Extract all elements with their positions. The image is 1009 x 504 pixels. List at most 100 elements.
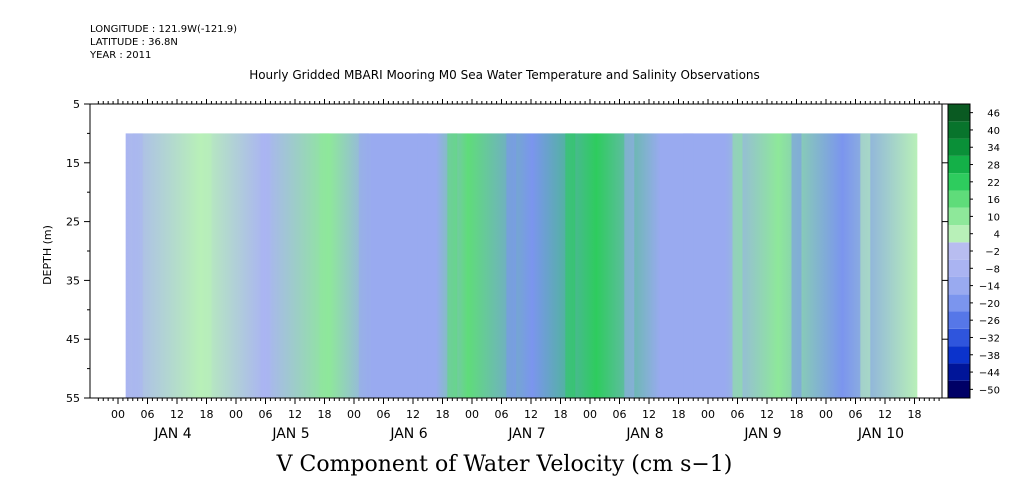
colorbar-swatch	[948, 104, 970, 122]
colorbar-label: 40	[987, 126, 1000, 137]
longitude-label: LONGITUDE : 121.9W(-121.9)	[90, 24, 237, 35]
x-day-label: JAN 9	[743, 426, 781, 442]
colorbar-label: −14	[979, 282, 1000, 293]
plot-area	[90, 104, 942, 398]
colorbar-swatch	[948, 346, 970, 364]
velocity-column-5	[417, 133, 428, 398]
colorbar-swatch	[948, 138, 970, 156]
colorbar-swatch	[948, 294, 970, 312]
x-hour-label: 18	[908, 408, 922, 421]
x-hour-label: 12	[170, 408, 184, 421]
colorbar-swatch	[948, 380, 970, 398]
colorbar-label: −8	[985, 264, 1000, 275]
colorbar-swatch	[948, 363, 970, 381]
velocity-column-10	[683, 133, 694, 398]
colorbar-label: −26	[979, 316, 1000, 327]
y-tick-label: 15	[66, 157, 80, 170]
colorbar-label: 4	[994, 230, 1000, 241]
x-hour-label: 18	[318, 408, 332, 421]
colorbar-label: −38	[979, 351, 1000, 362]
x-hour-label: 12	[524, 408, 538, 421]
y-tick-label: 45	[66, 333, 80, 346]
colorbar-label: 22	[987, 178, 1000, 189]
x-day-label: JAN 7	[507, 426, 545, 442]
velocity-column-7	[506, 133, 517, 398]
latitude-label: LATITUDE : 36.8N	[90, 37, 178, 48]
x-hour-label: 06	[377, 408, 391, 421]
colorbar-swatch	[948, 225, 970, 243]
x-day-label: JAN 8	[625, 426, 663, 442]
velocity-column-6	[447, 133, 458, 398]
x-hour-label: 18	[200, 408, 214, 421]
x-day-label: JAN 4	[153, 426, 191, 442]
colorbar-label: −50	[979, 385, 1000, 396]
colorbar-swatch	[948, 276, 970, 295]
y-tick-label: 25	[66, 216, 80, 229]
colorbar-label: 28	[987, 161, 1000, 172]
x-hour-label: 12	[642, 408, 656, 421]
velocity-column-13	[860, 133, 871, 398]
year-label: YEAR : 2011	[90, 50, 152, 61]
colorbar-swatch	[948, 259, 970, 277]
x-hour-label: 12	[878, 408, 892, 421]
colorbar-swatch	[948, 311, 970, 329]
y-tick-label: 35	[66, 274, 80, 287]
colorbar-label: −2	[985, 247, 1000, 258]
x-hour-label: 00	[701, 408, 715, 421]
velocity-column-9	[624, 133, 635, 398]
x-hour-label: 06	[259, 408, 273, 421]
x-hour-label: 00	[583, 408, 597, 421]
velocity-column-4	[358, 133, 369, 398]
velocity-column-2	[260, 133, 271, 398]
y-axis-label: DEPTH (m)	[41, 225, 54, 285]
colorbar-label: 10	[987, 212, 1000, 223]
x-hour-label: 12	[288, 408, 302, 421]
x-hour-label: 18	[790, 408, 804, 421]
axes: 5 15 25 35 45 55 00 06 12 18 00 06 12 18 00 06 12 18 00 06 1…	[66, 98, 948, 442]
y-tick-label: 5	[73, 98, 80, 111]
velocity-column-0	[132, 133, 143, 398]
x-hour-label: 06	[731, 408, 745, 421]
colorbar-swatch	[948, 242, 970, 260]
velocity-column-1	[201, 133, 212, 398]
colorbar-label: 34	[987, 143, 1000, 154]
colorbar-label: 16	[987, 195, 1000, 206]
colorbar-swatch	[948, 121, 970, 139]
x-hour-label: 00	[347, 408, 361, 421]
x-hour-label: 00	[229, 408, 243, 421]
colorbar-swatch	[948, 173, 970, 191]
x-hour-label: 12	[406, 408, 420, 421]
x-hour-label: 06	[849, 408, 863, 421]
x-day-label: JAN 5	[271, 426, 309, 442]
velocity-column-11	[732, 133, 743, 398]
colorbar-label: −44	[979, 368, 1000, 379]
colorbar-swatch	[948, 190, 970, 208]
x-hour-label: 06	[613, 408, 627, 421]
colorbar-label: −32	[979, 333, 1000, 344]
velocity-field	[125, 133, 918, 398]
x-hour-label: 06	[495, 408, 509, 421]
colorbar: 46 40 34 28 22 16 10 4 −2 −8 −14 −20 −26 −32 −38 −44 −50	[947, 103, 1000, 399]
x-day-label: JAN 6	[389, 426, 427, 442]
colorbar-swatch	[948, 207, 970, 226]
x-hour-label: 00	[465, 408, 479, 421]
x-hour-label: 12	[760, 408, 774, 421]
x-hour-label: 06	[141, 408, 155, 421]
x-hour-label: 18	[436, 408, 450, 421]
colorbar-label: 46	[987, 109, 1000, 120]
chart-title: Hourly Gridded MBARI Mooring M0 Sea Wate…	[249, 68, 760, 82]
x-hour-label: 00	[111, 408, 125, 421]
x-hour-label: 18	[554, 408, 568, 421]
velocity-column-12	[791, 133, 802, 398]
colorbar-swatch	[948, 328, 970, 347]
variable-title: V Component of Water Velocity (cm s−1)	[276, 452, 733, 477]
velocity-column-8	[565, 133, 576, 398]
x-hour-label: 00	[819, 408, 833, 421]
colorbar-label: −20	[979, 299, 1000, 310]
x-hour-label: 18	[672, 408, 686, 421]
y-tick-label: 55	[66, 392, 80, 405]
velocity-column-3	[319, 133, 330, 398]
colorbar-swatch	[948, 155, 970, 174]
x-day-label: JAN 10	[857, 426, 904, 442]
